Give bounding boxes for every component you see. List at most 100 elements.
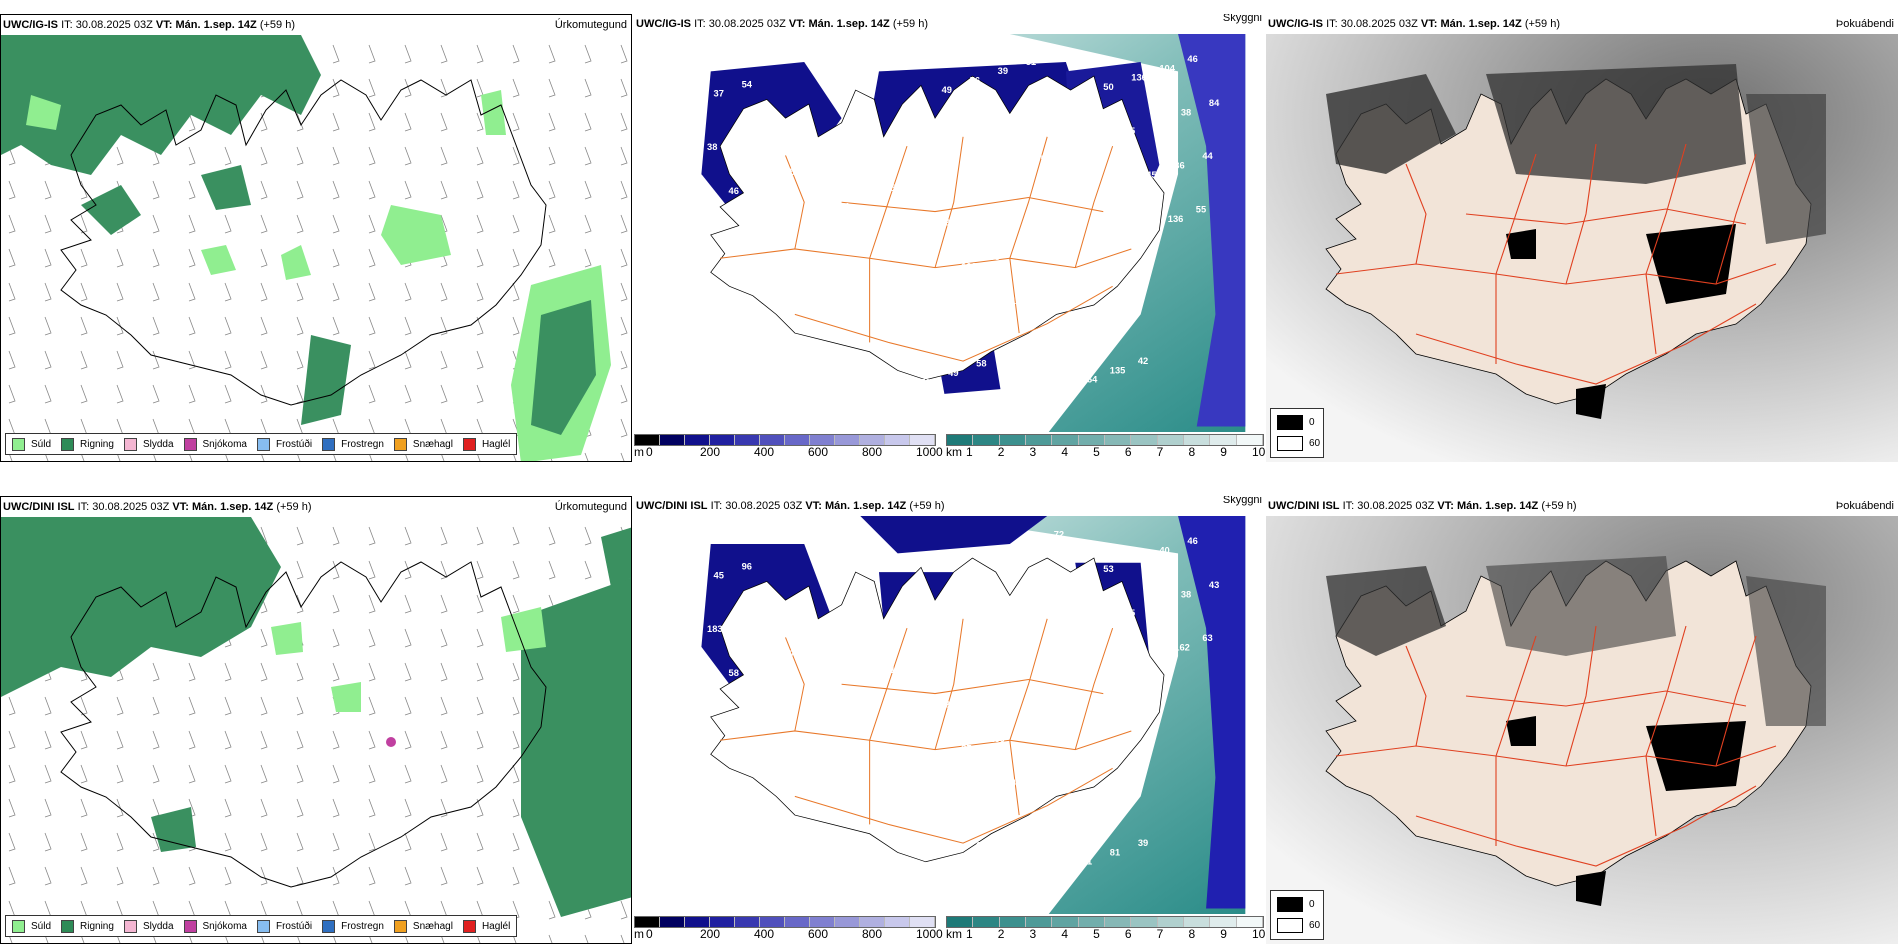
- visibility-label: 49: [942, 85, 952, 95]
- colorbar-cell: [1078, 917, 1105, 927]
- wind-barb: [584, 452, 589, 461]
- colorbar-tick: 2: [997, 927, 1005, 941]
- wind-barb: [152, 248, 160, 268]
- wind-barb: [476, 730, 484, 750]
- colorbar-tick: 3: [1029, 445, 1037, 459]
- wind-barb: [44, 798, 52, 818]
- road-line: [1415, 303, 1757, 385]
- colorbar-cell: [999, 435, 1026, 445]
- wind-barb: [440, 934, 445, 943]
- wind-barb: [404, 452, 409, 461]
- wind-barb: [116, 384, 124, 404]
- wind-barb: [116, 316, 124, 336]
- road-line: [1645, 273, 1657, 355]
- wind-barb: [476, 452, 481, 461]
- colorbar-cell: [1052, 435, 1079, 445]
- wind-barb: [44, 730, 52, 750]
- visibility-label: 65: [1153, 599, 1163, 609]
- wind-barb: [512, 282, 520, 302]
- visibility-label: 267: [793, 318, 809, 328]
- wind-barb: [44, 248, 52, 268]
- legend-item: Frostregn: [322, 919, 384, 933]
- visibility-label: 38: [707, 142, 717, 152]
- wind-barb: [116, 866, 124, 886]
- wind-barb: [440, 316, 448, 336]
- wind-barb: [512, 696, 520, 716]
- wind-barb: [368, 384, 376, 404]
- visibility-label: 45: [1146, 170, 1156, 180]
- wind-barb: [404, 594, 412, 614]
- visibility-label: 51: [1026, 57, 1036, 67]
- visibility-map-dini: 96 96 81 122 138 125 150 49 47 39 46 45 71 52 43 63 37 42…: [654, 516, 1246, 916]
- wind-barb: [296, 764, 304, 784]
- wind-barb: [368, 180, 376, 200]
- wind-barb: [512, 248, 520, 268]
- wind-barb: [620, 900, 628, 920]
- colorbar-cell: [1236, 435, 1263, 445]
- legend-item: Snæhagl: [393, 437, 453, 451]
- colorbar-tick: 1: [966, 445, 973, 459]
- wind-barb: [8, 798, 16, 818]
- colorbar-tick: 600: [808, 445, 829, 459]
- visibility-label: 40: [1159, 545, 1169, 555]
- wind-barb: [260, 248, 268, 268]
- visibility-label: 42: [1054, 47, 1064, 57]
- wind-barb: [584, 560, 592, 580]
- wind-barb: [260, 730, 268, 750]
- wind-barb: [620, 282, 628, 302]
- colorbar-cell: [685, 917, 710, 927]
- road-line: [841, 679, 1104, 695]
- legend-swatch: [393, 437, 407, 451]
- wind-barb: [404, 146, 412, 166]
- wind-barb: [260, 764, 268, 784]
- wind-barb: [476, 628, 484, 648]
- field-name: Skyggni: [1222, 496, 1262, 510]
- colorbar-tick: 1: [966, 927, 973, 941]
- wind-barb: [548, 44, 556, 64]
- wind-barb: [476, 832, 484, 852]
- visibility-label: 63: [1202, 633, 1212, 643]
- visibility-label: 86: [1174, 161, 1184, 171]
- visibility-label: 114: [834, 202, 850, 212]
- wind-barb: [548, 934, 553, 943]
- visibility-label: 44: [1202, 151, 1213, 161]
- legend-item: Frostúði: [256, 437, 312, 451]
- wind-barb: [260, 628, 268, 648]
- visibility-label: 136: [1131, 73, 1147, 83]
- wind-barb: [512, 866, 520, 886]
- wind-barb: [368, 316, 376, 336]
- road-line: [794, 767, 1113, 844]
- wind-barb: [80, 832, 88, 852]
- wind-barb: [332, 44, 340, 64]
- wind-barb: [620, 78, 628, 98]
- wind-barb: [620, 214, 628, 234]
- visibility-label: 38: [1181, 107, 1191, 117]
- wind-barb: [296, 146, 304, 166]
- legend-item: Haglél: [462, 919, 510, 933]
- wind-barb: [152, 866, 160, 886]
- road-line: [1009, 618, 1048, 741]
- wind-barb: [116, 730, 124, 750]
- visibility-label: 46: [729, 186, 739, 196]
- visibility-label: 82: [856, 246, 866, 256]
- colorbar-cell: [860, 435, 885, 445]
- colorbar-cell: [910, 435, 935, 445]
- visibility-label: 37: [961, 744, 971, 754]
- wind-barb: [404, 282, 412, 302]
- colorbar-km: [946, 916, 1264, 928]
- visibility-label: 37: [785, 649, 795, 659]
- road-line: [1715, 153, 1757, 285]
- visibility-label: 45: [983, 787, 993, 797]
- iceland-coastline: [710, 557, 1165, 863]
- wind-barb: [224, 764, 232, 784]
- wind-barb: [8, 146, 16, 166]
- wind-barb: [368, 730, 376, 750]
- wind-barb: [8, 764, 16, 784]
- wind-barb: [548, 560, 556, 580]
- road-line: [1645, 755, 1657, 837]
- wind-barb: [440, 384, 448, 404]
- colorbar-cell: [1052, 917, 1079, 927]
- visibility-label: 164: [1082, 375, 1098, 385]
- wind-barb: [188, 282, 196, 302]
- wind-barb: [440, 832, 448, 852]
